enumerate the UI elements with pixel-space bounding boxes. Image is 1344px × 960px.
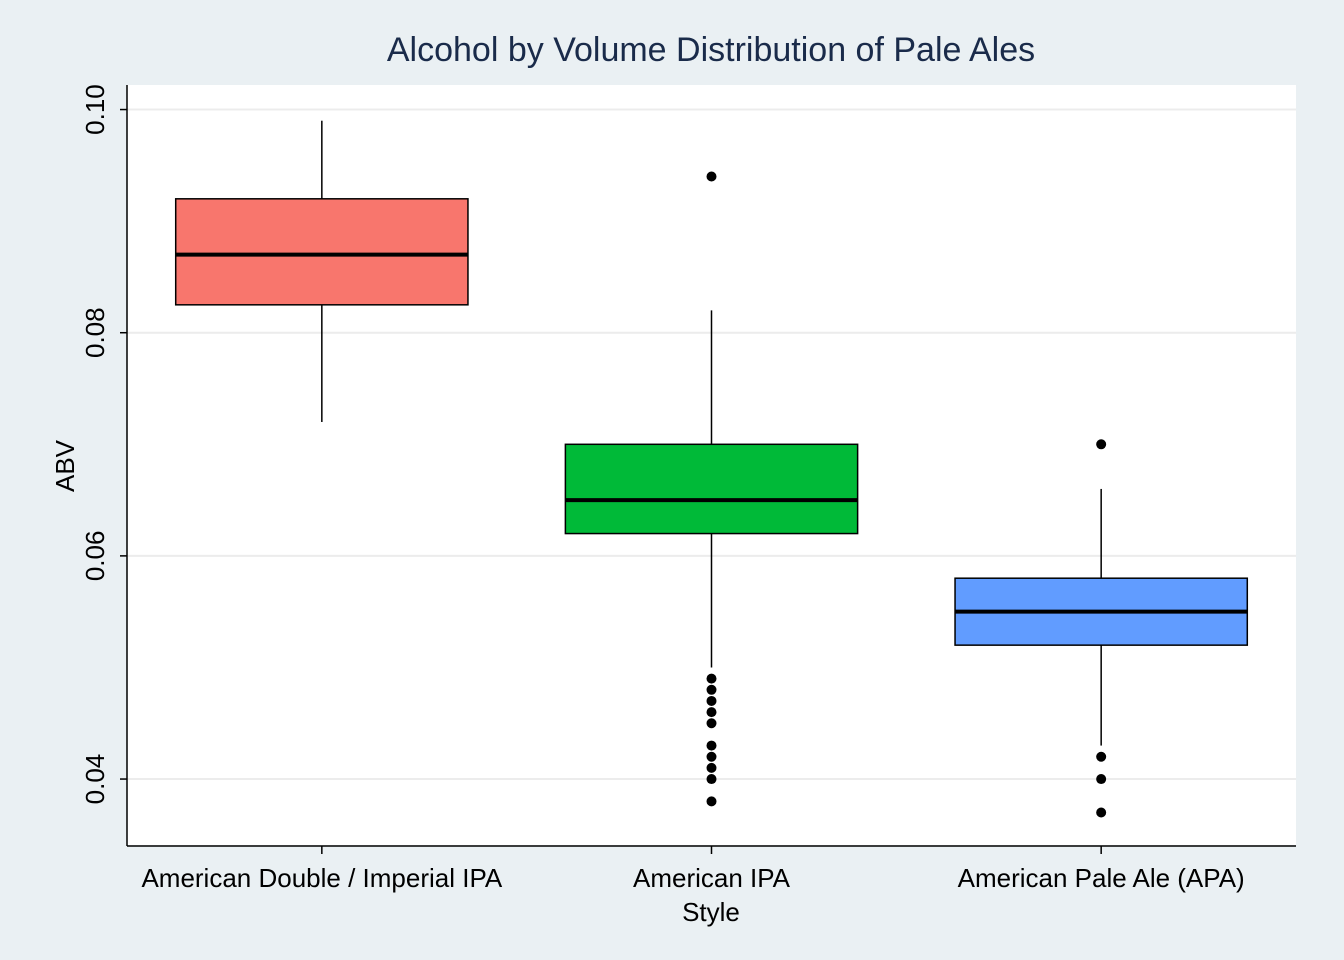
- y-tick-label: 0.08: [80, 307, 110, 358]
- outlier-point: [706, 707, 717, 718]
- x-axis-label: Style: [682, 897, 740, 927]
- box: [174, 198, 469, 306]
- x-tick-label: American IPA: [633, 863, 791, 893]
- box-group: [954, 439, 1249, 818]
- outlier-point: [706, 684, 717, 695]
- outlier-point: [1096, 774, 1107, 785]
- outlier-point: [1096, 807, 1107, 818]
- box: [564, 443, 859, 535]
- outlier-point: [706, 740, 717, 751]
- x-tick-label: American Double / Imperial IPA: [141, 863, 502, 893]
- boxes: [174, 120, 1249, 818]
- outlier-point: [706, 796, 717, 807]
- outlier-point: [706, 171, 717, 182]
- outlier-point: [706, 718, 717, 729]
- box-group: [174, 120, 469, 422]
- outlier-point: [706, 695, 717, 706]
- y-tick-label: 0.10: [80, 84, 110, 135]
- box-group: [564, 171, 859, 807]
- y-axis-ticks: 0.04 0.06 0.08 0.10: [80, 84, 127, 804]
- y-tick-label: 0.04: [80, 754, 110, 805]
- outlier-point: [706, 774, 717, 785]
- chart-title: Alcohol by Volume Distribution of Pale A…: [387, 31, 1035, 69]
- x-axis-ticks: American Double / Imperial IPA American I…: [141, 846, 1245, 893]
- outlier-point: [706, 751, 717, 762]
- y-axis-label: ABV: [50, 439, 80, 492]
- outlier-point: [706, 762, 717, 773]
- outlier-point: [1096, 439, 1107, 450]
- y-tick-label: 0.06: [80, 531, 110, 582]
- outlier-point: [706, 673, 717, 684]
- x-tick-label: American Pale Ale (APA): [958, 863, 1245, 893]
- outlier-point: [1096, 751, 1107, 762]
